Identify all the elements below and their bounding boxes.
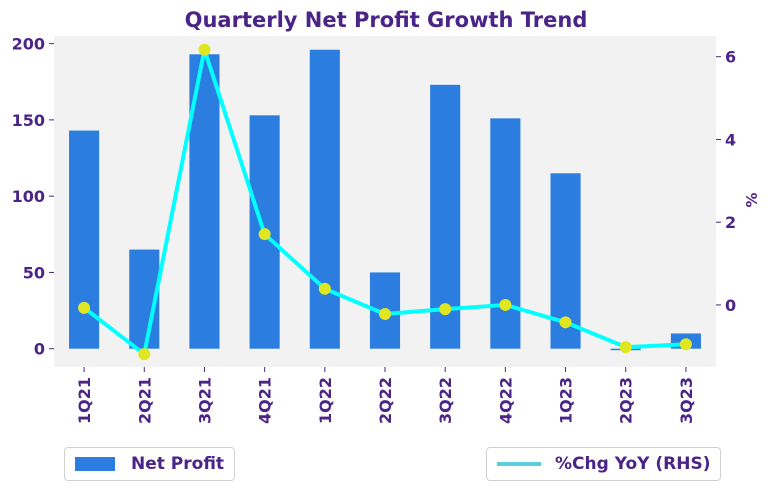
right-tick-label: 0 [725,296,736,315]
point-1Q21 [78,301,91,314]
point-2Q23 [619,341,632,354]
legend-label-net-profit: Net Profit [131,454,225,474]
bar-4Q22 [490,118,521,349]
x-tick-label: 3Q22 [436,377,455,424]
point-1Q23 [559,316,572,329]
left-tick-label: 0 [34,340,45,359]
x-tick-label: 1Q22 [316,377,335,424]
legend-bar-swatch [75,457,115,471]
legend-pct-chg: %Chg YoY (RHS) [486,447,722,481]
chart-title: Quarterly Net Profit Growth Trend [185,8,588,32]
left-tick-label: 50 [23,263,45,282]
point-2Q22 [379,308,391,321]
point-2Q21 [138,348,151,361]
bar-1Q22 [309,49,340,349]
left-tick-label: 150 [12,111,45,130]
x-tick-label: 2Q23 [617,377,636,424]
x-tick-label: 2Q21 [135,377,154,424]
x-tick-label: 3Q23 [677,377,696,424]
point-3Q21 [198,43,211,56]
line-series [78,43,692,361]
x-axis: 1Q21 2Q21 3Q21 4Q21 1Q22 2Q22 3Q22 4Q22 1Q23 2Q23… [75,367,696,424]
right-tick-label: 4 [725,130,736,149]
x-tick-label: 1Q23 [557,377,576,424]
x-tick-label: 2Q22 [376,377,395,424]
right-axis: 0 2 4 6 [716,48,736,315]
legend-net-profit: Net Profit [64,447,236,481]
left-tick-label: 100 [12,187,45,206]
legend-label-pct-chg: %Chg YoY (RHS) [555,454,711,474]
right-axis-label: % [743,192,761,207]
point-4Q22 [499,298,512,311]
legend-line-swatch [497,462,541,466]
point-3Q23 [679,338,692,351]
x-tick-label: 4Q22 [496,377,515,424]
left-axis: 0 50 100 150 200 [12,35,54,359]
point-3Q22 [439,303,452,316]
point-4Q21 [258,228,271,241]
left-tick-label: 200 [12,35,45,54]
x-tick-label: 4Q21 [256,377,275,424]
x-tick-label: 1Q21 [75,377,94,424]
x-tick-label: 3Q21 [195,377,214,424]
right-tick-label: 2 [725,213,736,232]
point-1Q22 [318,282,331,295]
right-tick-label: 6 [725,48,736,67]
